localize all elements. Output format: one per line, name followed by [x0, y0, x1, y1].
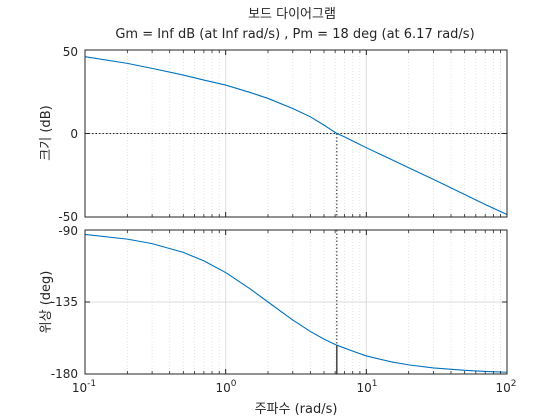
phase-series-line [84, 233, 508, 373]
svg-text:100: 100 [215, 379, 236, 395]
magnitude-series [84, 56, 508, 215]
xtick-label: 101 [356, 379, 377, 395]
magnitude-ytick-label: 50 [63, 45, 78, 59]
phase-ytick-label: -90 [58, 224, 78, 238]
svg-text:102: 102 [495, 379, 516, 395]
chart-subtitle: Gm = Inf dB (at Inf rad/s) , Pm = 18 deg… [115, 27, 474, 42]
magnitude-ytick-label: -50 [58, 210, 78, 224]
svg-text:101: 101 [356, 379, 377, 395]
svg-text:10-1: 10-1 [72, 379, 96, 395]
phase-series [84, 233, 508, 373]
xtick-label: 102 [495, 379, 516, 395]
xlabel: 주파수 (rad/s) [255, 402, 338, 417]
magnitude-ytick-label: 0 [70, 127, 78, 141]
magnitude-ticks [84, 49, 507, 218]
phase-ylabel: 위상 (deg) [39, 271, 54, 334]
magnitude-panel: 50 0 -50 크기 (dB) [39, 45, 508, 224]
chart-title: 보드 다이어그램 [248, 7, 336, 22]
phase-ticks [84, 229, 507, 375]
phase-ytick-label: -135 [51, 295, 78, 309]
magnitude-series-line [84, 56, 508, 215]
magnitude-ylabel: 크기 (dB) [39, 105, 54, 160]
xtick-label: 100 [215, 379, 236, 395]
phase-ytick-label: -180 [51, 367, 78, 381]
phase-panel: -90 -135 -180 위상 (deg) 10-1 100 101 102 … [39, 224, 517, 417]
xtick-label: 10-1 [72, 379, 96, 395]
